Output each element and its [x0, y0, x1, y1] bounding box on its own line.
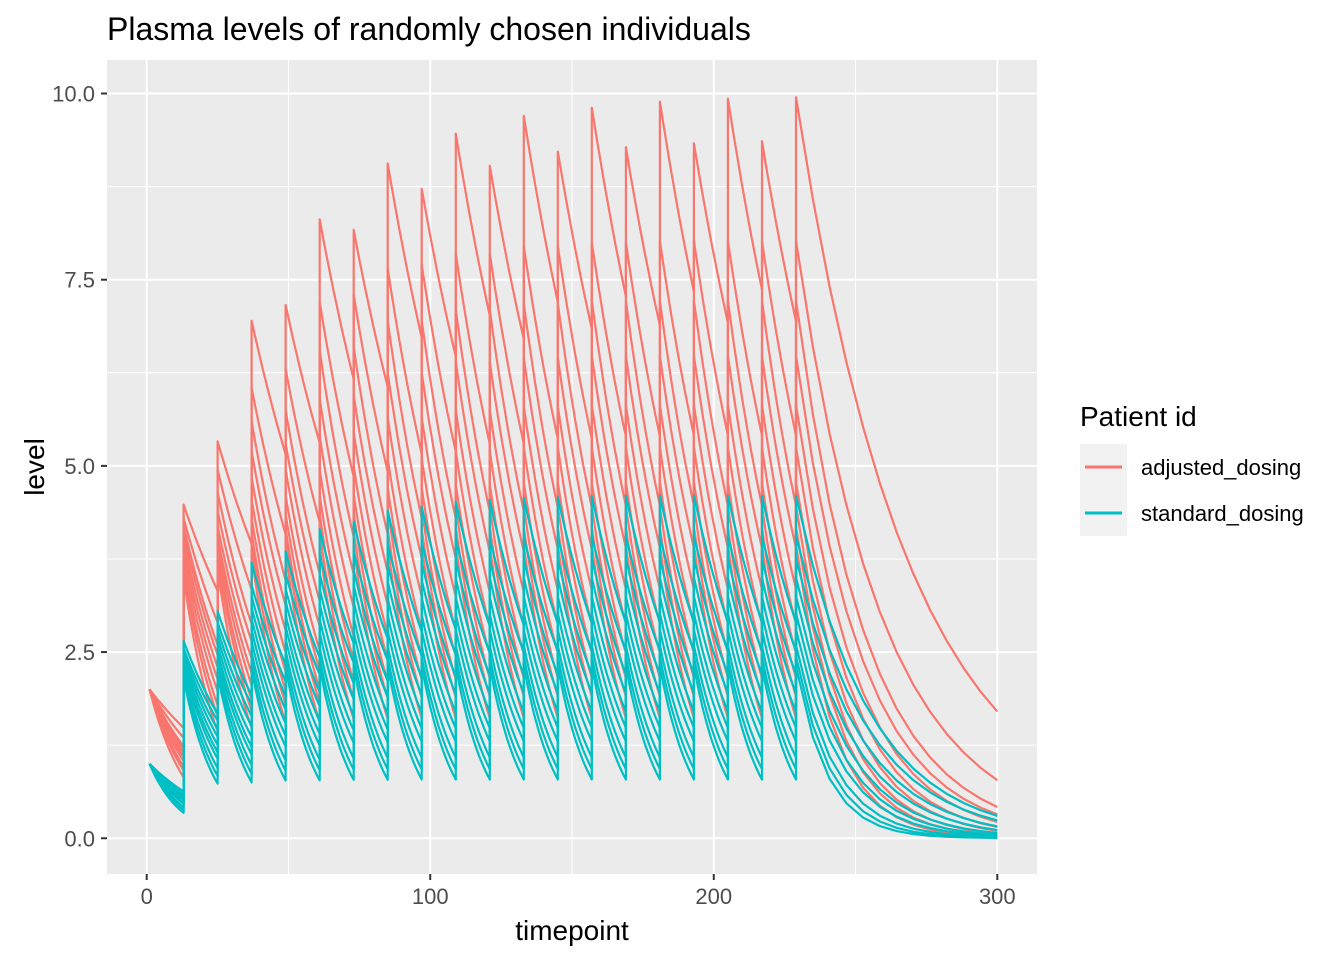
y-tick-label: 7.5	[64, 268, 95, 293]
series-line-adjusted_dosing	[148, 96, 999, 729]
y-tick-label: 5.0	[64, 454, 95, 479]
minor-gridlines	[107, 60, 1037, 874]
series-lines	[148, 96, 999, 840]
series-line-standard_dosing	[148, 665, 998, 840]
y-tick-label: 2.5	[64, 640, 95, 665]
legend-label-standard: standard_dosing	[1141, 501, 1304, 526]
y-axis: 0.0 2.5 5.0 7.5 10.0	[52, 82, 107, 851]
x-tick-label: 100	[412, 884, 449, 909]
y-axis-title: level	[19, 438, 50, 496]
y-tick-label: 0.0	[64, 826, 95, 851]
legend-label-adjusted: adjusted_dosing	[1141, 455, 1301, 480]
major-gridlines	[107, 60, 1037, 874]
chart-title: Plasma levels of randomly chosen individ…	[107, 11, 751, 47]
x-tick-label: 300	[979, 884, 1016, 909]
x-axis-title: timepoint	[515, 915, 629, 946]
x-tick-label: 0	[141, 884, 153, 909]
legend: Patient id adjusted_dosing standard_dosi…	[1080, 401, 1304, 536]
x-tick-label: 200	[695, 884, 732, 909]
y-tick-label: 10.0	[52, 82, 95, 107]
legend-title: Patient id	[1080, 401, 1197, 432]
x-axis: 0 100 200 300	[141, 874, 1016, 909]
